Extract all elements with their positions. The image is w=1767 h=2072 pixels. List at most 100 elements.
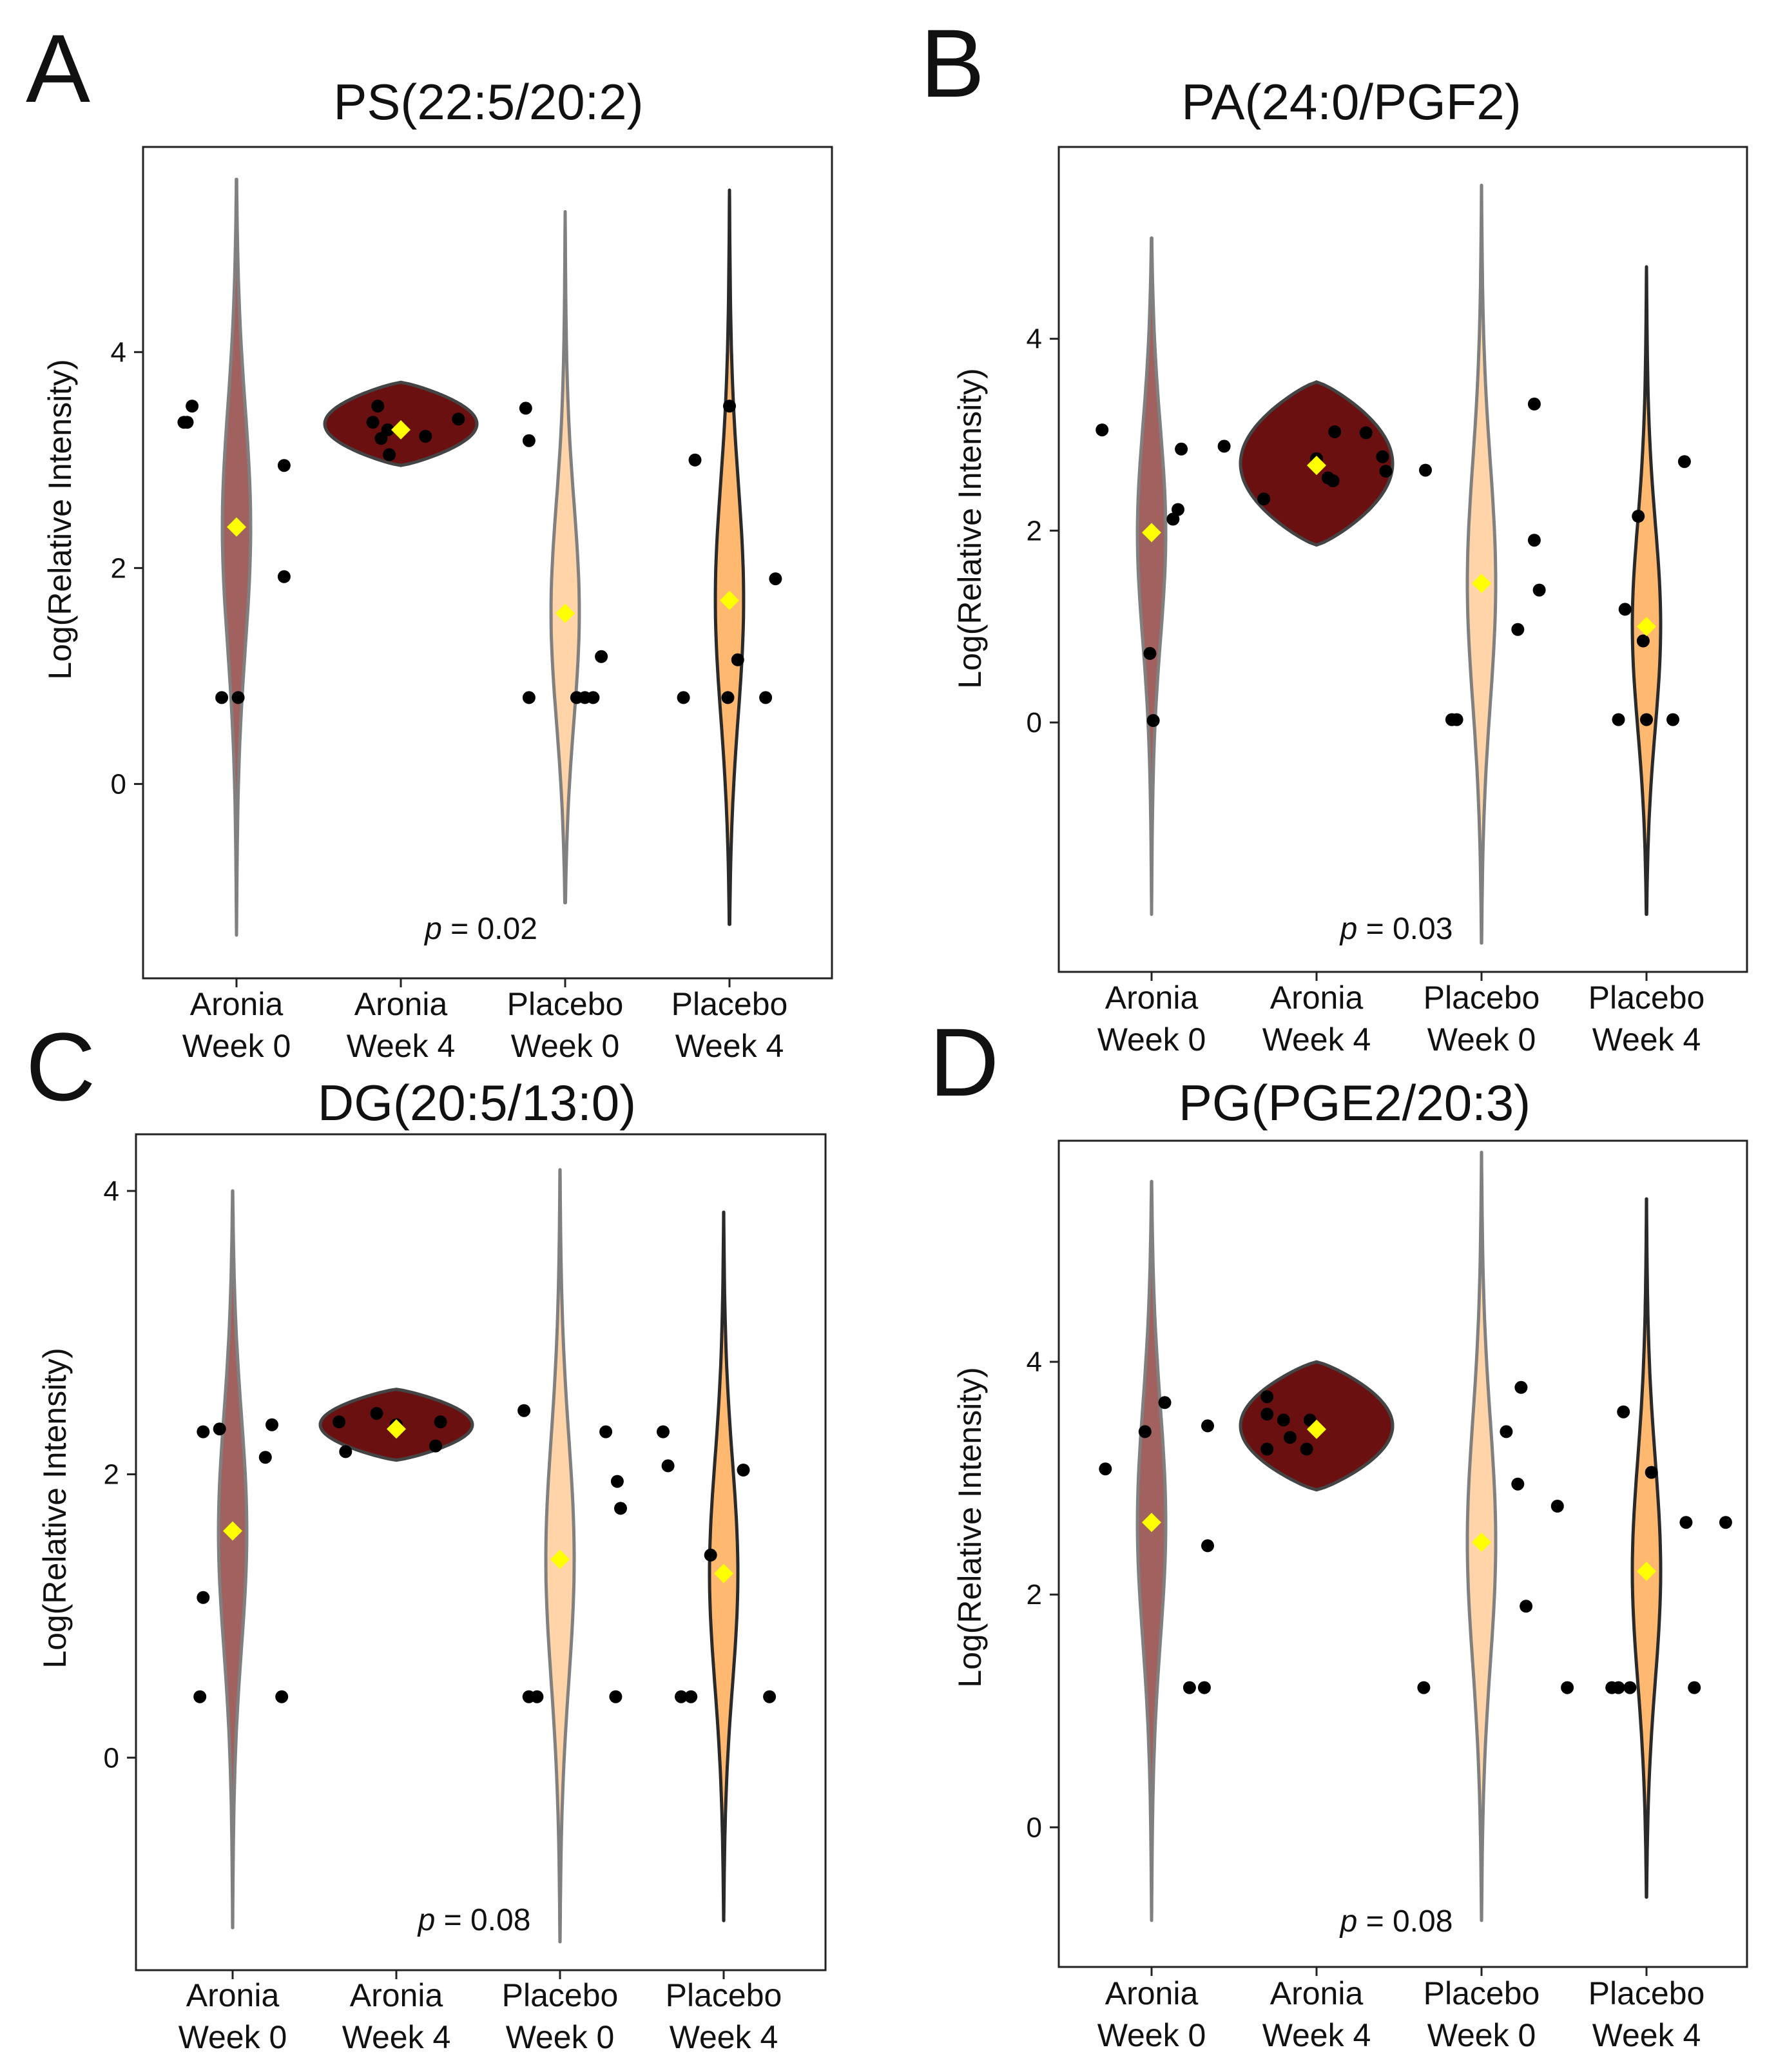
data-point bbox=[737, 1464, 750, 1477]
x-tick-label: Aronia bbox=[190, 986, 284, 1022]
data-point bbox=[1260, 1442, 1274, 1456]
mean-marker bbox=[550, 1549, 570, 1569]
data-point bbox=[1300, 1442, 1313, 1456]
data-point bbox=[1138, 1425, 1152, 1438]
data-point bbox=[275, 1690, 289, 1703]
panel-b: B PA(24:0/PGF2) Log(Relative Intensity) … bbox=[920, 9, 1748, 1058]
mean-marker bbox=[1142, 1513, 1161, 1533]
data-point bbox=[1618, 603, 1632, 616]
mean-marker bbox=[1637, 1562, 1656, 1582]
data-point bbox=[522, 434, 536, 447]
x-tick-label: Week 0 bbox=[1097, 2017, 1206, 2053]
data-point bbox=[429, 1439, 442, 1453]
panel-title-b: PA(24:0/PGF2) bbox=[1181, 73, 1521, 130]
data-point bbox=[1260, 1390, 1274, 1404]
y-tick-label: 4 bbox=[104, 1176, 119, 1207]
x-tick-label: Week 0 bbox=[182, 1028, 291, 1064]
data-point bbox=[1500, 1425, 1513, 1438]
y-tick-label: 4 bbox=[1027, 324, 1042, 355]
data-point bbox=[1636, 634, 1650, 648]
y-tick-label: 2 bbox=[104, 1459, 119, 1491]
data-point bbox=[1328, 425, 1342, 438]
data-point bbox=[759, 691, 773, 704]
p-value-d: p = 0.08 bbox=[1339, 1904, 1453, 1939]
data-point bbox=[1172, 503, 1184, 516]
data-point bbox=[1277, 1413, 1290, 1427]
mean-marker bbox=[555, 603, 575, 623]
data-point bbox=[1166, 512, 1180, 526]
data-point bbox=[595, 650, 608, 663]
data-point bbox=[614, 1502, 627, 1515]
data-point bbox=[1645, 1466, 1658, 1479]
data-point bbox=[675, 1690, 688, 1703]
data-point bbox=[1197, 1681, 1211, 1694]
panel-letter-c: C bbox=[26, 1012, 95, 1121]
data-point bbox=[277, 570, 291, 583]
violin-a-4 bbox=[713, 188, 746, 926]
panel-letter-d: D bbox=[929, 1008, 999, 1116]
data-point bbox=[1419, 463, 1432, 477]
x-tick-label: Week 4 bbox=[1592, 1021, 1701, 1058]
panel-title-a: PS(22:5/20:2) bbox=[333, 73, 643, 130]
mean-marker bbox=[714, 1564, 733, 1583]
violin-b-1 bbox=[1135, 236, 1168, 916]
data-point bbox=[1143, 646, 1157, 660]
data-point bbox=[193, 1690, 207, 1703]
plot-frame-b bbox=[1057, 146, 1748, 973]
p-value-c: p = 0.08 bbox=[417, 1903, 531, 1937]
data-point bbox=[366, 416, 380, 429]
data-point bbox=[1096, 423, 1109, 437]
x-tick-label: Week 4 bbox=[1592, 2017, 1701, 2053]
y-tick-label: 0 bbox=[111, 768, 126, 800]
data-point bbox=[1511, 623, 1525, 636]
x-tick-label: Week 4 bbox=[675, 1028, 784, 1064]
data-point bbox=[266, 1418, 278, 1431]
data-point bbox=[609, 1690, 623, 1703]
data-point bbox=[688, 453, 702, 467]
data-point bbox=[213, 1422, 226, 1436]
data-point bbox=[1666, 713, 1679, 726]
x-tick-label: Aronia bbox=[1105, 980, 1199, 1016]
data-point bbox=[1640, 713, 1653, 726]
x-tick-label: Aronia bbox=[1270, 1975, 1364, 2011]
data-point bbox=[1359, 426, 1373, 440]
violin-a-1 bbox=[220, 177, 253, 937]
mean-marker bbox=[1637, 617, 1656, 637]
data-point bbox=[517, 1404, 531, 1417]
data-point bbox=[522, 691, 536, 704]
data-point bbox=[1532, 583, 1546, 597]
plot-b: 0 2 4 Aronia Week 0 Aronia Week 4 Placebo Week 0… bbox=[1027, 146, 1748, 1058]
data-point bbox=[610, 1475, 624, 1488]
y-axis-title-c: Log(Relative Intensity) bbox=[37, 1348, 73, 1668]
x-tick-label: Week 0 bbox=[506, 2019, 615, 2055]
plot-frame-a bbox=[142, 146, 833, 980]
data-point bbox=[197, 1425, 210, 1438]
y-tick-label: 2 bbox=[1027, 1579, 1042, 1611]
y-tick-label: 0 bbox=[1027, 707, 1042, 739]
mean-marker bbox=[1472, 1532, 1491, 1552]
panel-title-c: DG(20:5/13:0) bbox=[318, 1074, 636, 1131]
p-value-b: p = 0.03 bbox=[1339, 912, 1453, 946]
data-point bbox=[1679, 1516, 1693, 1529]
violin-b-4 bbox=[1630, 265, 1663, 916]
mean-marker bbox=[1472, 574, 1491, 594]
data-point bbox=[1612, 1681, 1625, 1694]
x-tick-label: Week 4 bbox=[1262, 1021, 1371, 1058]
mean-marker bbox=[391, 420, 410, 440]
data-point bbox=[1326, 474, 1340, 487]
data-point bbox=[277, 459, 291, 472]
x-tick-label: Placebo bbox=[507, 986, 624, 1022]
x-tick-label: Placebo bbox=[671, 986, 788, 1022]
data-point bbox=[1632, 510, 1645, 523]
x-tick-label: Week 0 bbox=[179, 2019, 287, 2055]
x-tick-label: Week 0 bbox=[1427, 1021, 1536, 1058]
x-tick-label: Placebo bbox=[1424, 1975, 1540, 2011]
data-point bbox=[1201, 1539, 1214, 1553]
y-tick-label: 0 bbox=[1027, 1812, 1042, 1843]
data-point bbox=[1376, 450, 1389, 463]
plot-c: 0 2 4 Aronia Week 0 Aronia Week 4 Placebo Week 0… bbox=[104, 1133, 827, 2055]
data-point bbox=[677, 691, 690, 704]
data-point bbox=[1514, 1380, 1528, 1394]
data-point bbox=[731, 653, 744, 666]
violin-b-3 bbox=[1465, 184, 1498, 945]
